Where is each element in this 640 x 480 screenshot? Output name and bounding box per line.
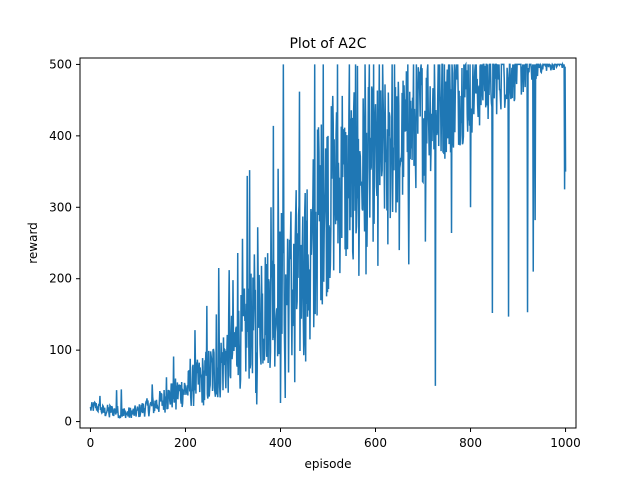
y-axis: 0 100 200 300 400 500 <box>49 57 80 429</box>
x-tick-label: 1000 <box>550 436 581 450</box>
x-axis: 0 200 400 600 800 1000 <box>87 428 581 450</box>
x-axis-label: episode <box>305 457 352 471</box>
series-group <box>89 61 567 419</box>
y-axis-label: reward <box>26 222 40 264</box>
y-tick-label: 500 <box>49 57 72 71</box>
x-tick-label: 0 <box>87 436 95 450</box>
x-tick-label: 400 <box>269 436 292 450</box>
plot-area <box>79 57 577 429</box>
y-tick-label: 0 <box>64 415 72 429</box>
x-tick-label: 200 <box>174 436 197 450</box>
y-tick-label: 200 <box>49 272 72 286</box>
chart-title: Plot of A2C <box>289 36 366 52</box>
y-tick-label: 100 <box>49 343 72 357</box>
axes-frame <box>79 57 577 429</box>
series-line-0 <box>89 61 567 419</box>
y-tick-label: 300 <box>49 200 72 214</box>
x-tick-label: 800 <box>459 436 482 450</box>
y-tick-label: 400 <box>49 129 72 143</box>
x-tick-label: 600 <box>364 436 387 450</box>
